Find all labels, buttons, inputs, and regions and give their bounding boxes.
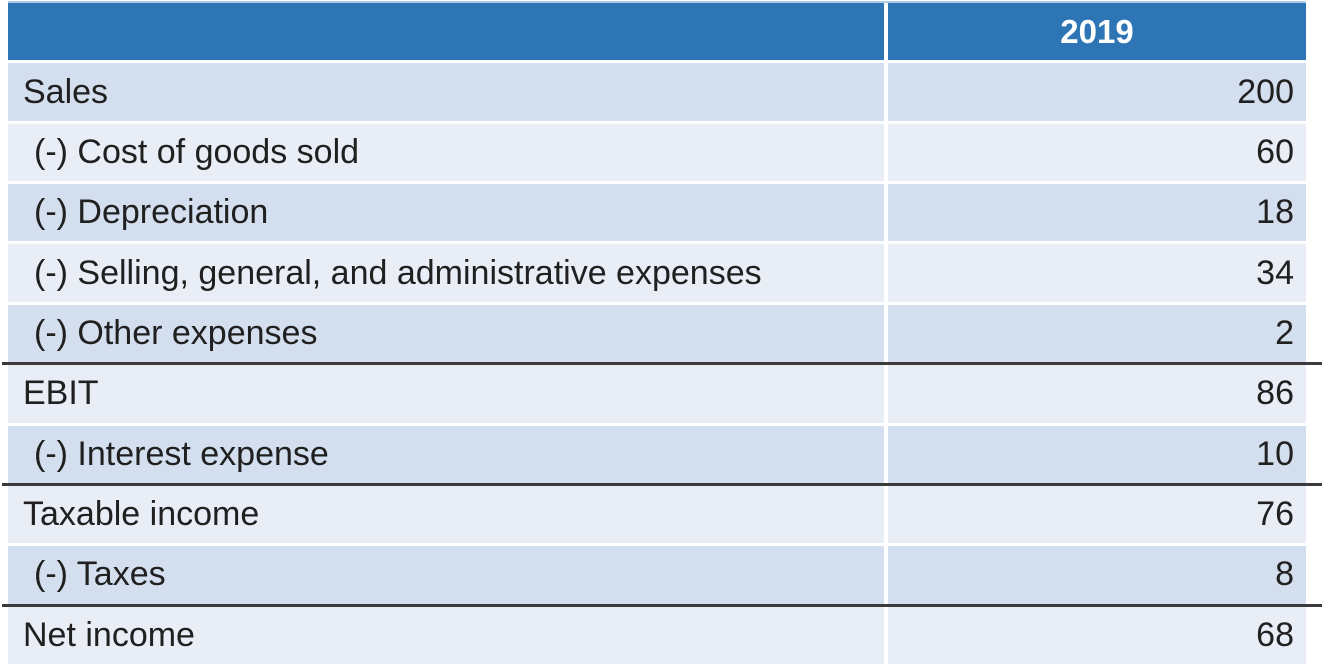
row-value-cell: 86 <box>888 365 1306 423</box>
table-row: (-) Selling, general, and administrative… <box>8 244 1306 302</box>
table-row: (-) Depreciation 18 <box>8 184 1306 242</box>
row-label-cell: Sales <box>8 63 884 121</box>
row-value-cell: 2 <box>888 304 1306 363</box>
header-empty-cell <box>8 3 884 61</box>
table-row: (-) Taxes 8 <box>8 546 1306 604</box>
row-value-cell: 60 <box>888 123 1306 182</box>
row-value-cell: 18 <box>888 184 1306 242</box>
table-row: (-) Cost of goods sold 60 <box>8 123 1306 182</box>
row-label-cell: (-) Selling, general, and administrative… <box>8 244 884 302</box>
row-value-cell: 68 <box>888 606 1306 664</box>
header-row: 2019 <box>8 0 1306 61</box>
row-value-cell: 200 <box>888 63 1306 121</box>
table-row: Sales 200 <box>8 63 1306 121</box>
table-row: EBIT 86 <box>2 362 1322 423</box>
row-label-cell: (-) Other expenses <box>8 304 884 363</box>
row-label-cell: (-) Cost of goods sold <box>8 123 884 182</box>
row-label-cell: (-) Taxes <box>8 546 884 604</box>
row-value-cell: 34 <box>888 244 1306 302</box>
row-label-cell: (-) Depreciation <box>8 184 884 242</box>
table-row: (-) Interest expense 10 <box>8 425 1306 483</box>
row-value-cell: 8 <box>888 546 1306 604</box>
year-header-cell: 2019 <box>888 3 1306 61</box>
table-row: (-) Other expenses 2 <box>8 304 1306 363</box>
table-row: Net income 68 <box>2 603 1322 664</box>
row-label-cell: EBIT <box>8 365 884 423</box>
row-value-cell: 76 <box>888 485 1306 544</box>
row-label-cell: (-) Interest expense <box>8 425 884 483</box>
row-label-cell: Taxable income <box>8 485 884 544</box>
row-value-cell: 10 <box>888 425 1306 483</box>
row-label-cell: Net income <box>8 606 884 664</box>
table-row: Taxable income 76 <box>2 482 1322 544</box>
